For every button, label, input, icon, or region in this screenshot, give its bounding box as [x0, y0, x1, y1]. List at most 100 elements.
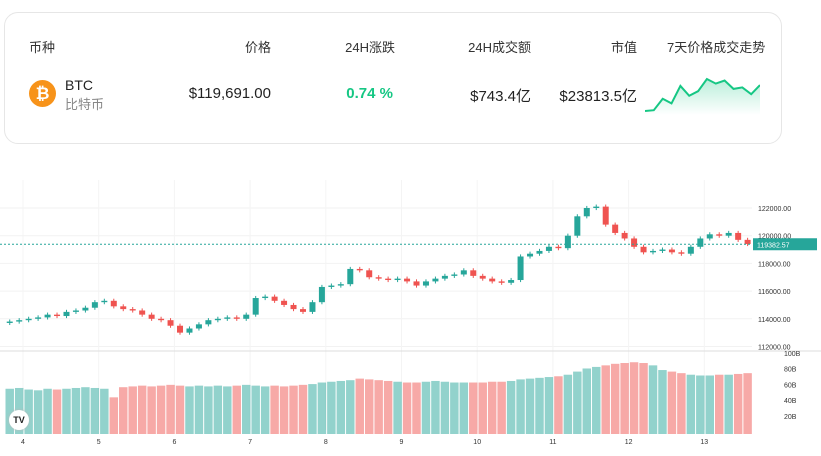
- candle-body: [337, 284, 344, 286]
- candle-body: [432, 278, 439, 282]
- volume-bar: [100, 388, 109, 434]
- candle-body: [129, 309, 136, 311]
- candle-body: [35, 317, 42, 319]
- candle-body: [281, 300, 288, 305]
- volume-bar: [677, 373, 686, 434]
- candle-body: [262, 296, 269, 299]
- candle-body: [63, 311, 70, 317]
- candle-body: [602, 206, 609, 225]
- volume-bar: [563, 374, 573, 434]
- volume-bar: [705, 375, 714, 434]
- volume-bar: [119, 387, 128, 434]
- candlestick-chart[interactable]: 122000.00120000.00118000.00116000.001140…: [0, 180, 821, 456]
- candle-body: [299, 309, 306, 312]
- candle-body: [593, 206, 600, 208]
- volume-bar: [204, 386, 213, 434]
- candle-body: [422, 281, 429, 286]
- candle-body: [110, 300, 117, 307]
- header-price: 价格: [244, 40, 271, 55]
- volume-bar: [5, 388, 14, 434]
- volume-bar: [582, 368, 592, 434]
- candle-body: [404, 278, 411, 282]
- header-change: 24H涨跌: [345, 40, 395, 55]
- candle-body: [621, 232, 628, 239]
- candle-body: [489, 278, 496, 282]
- candle-body: [101, 300, 108, 303]
- volume-bar: [715, 374, 724, 434]
- volume-bar: [232, 385, 241, 434]
- candle-body: [375, 277, 382, 279]
- volume-bar: [147, 386, 156, 434]
- volume-bar: [648, 365, 658, 434]
- candle-body: [72, 310, 79, 312]
- candle-body: [650, 250, 657, 253]
- candle-body: [252, 298, 259, 315]
- candle-body: [498, 281, 505, 283]
- candle-body: [527, 253, 534, 257]
- volume-tick-label: 80B: [784, 367, 797, 374]
- coin-volume: $743.4亿: [470, 88, 531, 105]
- candle-body: [6, 321, 13, 323]
- candle-body: [214, 318, 221, 321]
- volume-bar: [440, 381, 450, 434]
- volume-bar: [686, 374, 696, 434]
- candle-body: [243, 314, 250, 319]
- candle-body: [744, 239, 751, 245]
- candle-body: [612, 224, 619, 233]
- volume-bar: [71, 387, 81, 434]
- candle-body: [233, 317, 240, 319]
- candle-body: [385, 278, 392, 281]
- candle-body: [697, 238, 704, 247]
- coin-change: 0.74 %: [346, 85, 393, 102]
- volume-bar: [497, 381, 506, 434]
- y-tick-label: 118000.00: [758, 261, 791, 268]
- y-tick-label: 112000.00: [758, 345, 791, 352]
- volume-bar: [535, 377, 544, 434]
- candle-body: [394, 278, 401, 281]
- candle-body: [536, 250, 543, 254]
- volume-bar: [525, 378, 535, 434]
- candle-body: [366, 270, 373, 278]
- x-tick-label: 10: [473, 439, 481, 446]
- volume-bar: [639, 363, 648, 434]
- volume-bar: [346, 380, 355, 434]
- coin-market-cap: $23813.5亿: [559, 88, 637, 105]
- x-tick-label: 8: [324, 439, 328, 446]
- volume-bar: [175, 385, 185, 434]
- volume-tick-label: 60B: [784, 382, 797, 389]
- candle-body: [318, 286, 325, 303]
- volume-bar: [185, 386, 194, 434]
- candle-body: [177, 325, 184, 333]
- candle-body: [120, 306, 127, 310]
- candle-body: [16, 320, 23, 322]
- coin-symbol[interactable]: BTC: [65, 77, 93, 93]
- volume-bar: [696, 375, 705, 434]
- candle-body: [224, 317, 231, 319]
- volume-bar: [52, 389, 62, 434]
- volume-bar: [573, 371, 582, 434]
- volume-bar: [601, 365, 610, 434]
- candle-body: [583, 208, 590, 217]
- volume-bar: [242, 384, 251, 434]
- candle-body: [735, 232, 742, 240]
- volume-bar: [487, 381, 497, 434]
- x-tick-label: 11: [549, 439, 556, 446]
- candle-body: [470, 270, 477, 276]
- candle-body: [356, 268, 363, 271]
- volume-bar: [459, 382, 469, 434]
- volume-bar: [450, 382, 459, 434]
- candle-body: [687, 246, 694, 254]
- volume-bar: [156, 385, 166, 434]
- candle-body: [54, 314, 61, 317]
- candle-body: [631, 238, 638, 247]
- volume-bar: [308, 384, 317, 434]
- x-tick-label: 4: [21, 439, 25, 446]
- volume-bar: [194, 385, 204, 434]
- volume-bar: [355, 378, 364, 434]
- x-tick-label: 5: [97, 439, 101, 446]
- volume-bar: [81, 387, 90, 434]
- volume-bar: [223, 386, 232, 434]
- volume-bar: [412, 382, 421, 434]
- x-tick-label: 7: [248, 439, 252, 446]
- coin-name: 比特币: [65, 97, 105, 112]
